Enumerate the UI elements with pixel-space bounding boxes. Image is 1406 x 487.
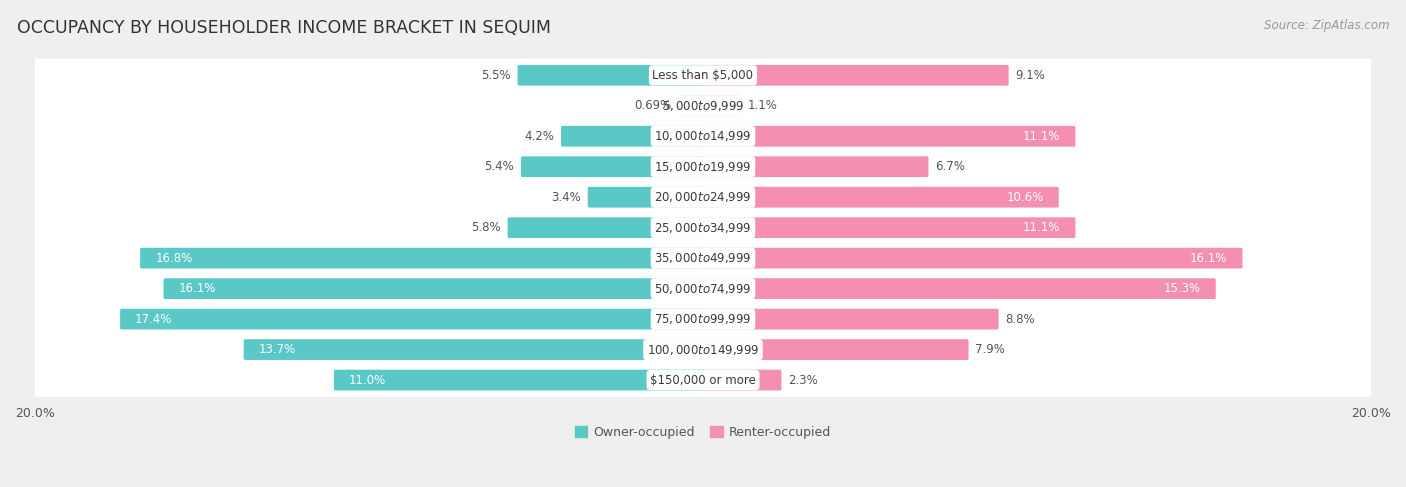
FancyBboxPatch shape (163, 278, 704, 299)
Text: $25,000 to $34,999: $25,000 to $34,999 (654, 221, 752, 235)
FancyBboxPatch shape (702, 217, 1076, 238)
FancyBboxPatch shape (31, 302, 1375, 336)
Text: $10,000 to $14,999: $10,000 to $14,999 (654, 129, 752, 143)
Text: 16.8%: 16.8% (155, 252, 193, 264)
FancyBboxPatch shape (31, 272, 1375, 305)
Text: OCCUPANCY BY HOUSEHOLDER INCOME BRACKET IN SEQUIM: OCCUPANCY BY HOUSEHOLDER INCOME BRACKET … (17, 19, 551, 37)
FancyBboxPatch shape (522, 156, 704, 177)
Text: Source: ZipAtlas.com: Source: ZipAtlas.com (1264, 19, 1389, 33)
Text: 10.6%: 10.6% (1007, 191, 1043, 204)
Text: 15.3%: 15.3% (1164, 282, 1201, 295)
Text: $150,000 or more: $150,000 or more (650, 374, 756, 387)
FancyBboxPatch shape (702, 187, 1059, 207)
FancyBboxPatch shape (561, 126, 704, 147)
FancyBboxPatch shape (31, 363, 1375, 397)
Text: 6.7%: 6.7% (935, 160, 965, 173)
Text: 5.5%: 5.5% (481, 69, 510, 82)
FancyBboxPatch shape (31, 181, 1375, 214)
FancyBboxPatch shape (702, 248, 1243, 268)
Text: 5.8%: 5.8% (471, 221, 501, 234)
Text: $100,000 to $149,999: $100,000 to $149,999 (647, 342, 759, 356)
FancyBboxPatch shape (31, 150, 1375, 184)
Text: 8.8%: 8.8% (1005, 313, 1035, 326)
FancyBboxPatch shape (31, 58, 1375, 92)
Text: 11.1%: 11.1% (1024, 130, 1060, 143)
Text: 11.0%: 11.0% (349, 374, 387, 387)
Text: $5,000 to $9,999: $5,000 to $9,999 (662, 99, 744, 113)
FancyBboxPatch shape (31, 211, 1375, 244)
FancyBboxPatch shape (333, 370, 704, 391)
Text: $15,000 to $19,999: $15,000 to $19,999 (654, 160, 752, 174)
Text: 7.9%: 7.9% (976, 343, 1005, 356)
Text: 3.4%: 3.4% (551, 191, 581, 204)
FancyBboxPatch shape (702, 370, 782, 391)
FancyBboxPatch shape (517, 65, 704, 86)
Text: 9.1%: 9.1% (1015, 69, 1045, 82)
FancyBboxPatch shape (508, 217, 704, 238)
FancyBboxPatch shape (31, 89, 1375, 123)
FancyBboxPatch shape (120, 309, 704, 330)
FancyBboxPatch shape (702, 156, 928, 177)
Text: 4.2%: 4.2% (524, 130, 554, 143)
Text: 2.3%: 2.3% (789, 374, 818, 387)
Text: 13.7%: 13.7% (259, 343, 297, 356)
Text: 16.1%: 16.1% (179, 282, 217, 295)
FancyBboxPatch shape (702, 65, 1008, 86)
FancyBboxPatch shape (702, 339, 969, 360)
Legend: Owner-occupied, Renter-occupied: Owner-occupied, Renter-occupied (569, 421, 837, 444)
FancyBboxPatch shape (31, 242, 1375, 275)
FancyBboxPatch shape (702, 126, 1076, 147)
FancyBboxPatch shape (702, 309, 998, 330)
Text: $35,000 to $49,999: $35,000 to $49,999 (654, 251, 752, 265)
Text: 1.1%: 1.1% (748, 99, 778, 112)
FancyBboxPatch shape (678, 95, 704, 116)
FancyBboxPatch shape (141, 248, 704, 268)
FancyBboxPatch shape (588, 187, 704, 207)
FancyBboxPatch shape (243, 339, 704, 360)
Text: 0.69%: 0.69% (634, 99, 672, 112)
FancyBboxPatch shape (31, 333, 1375, 366)
Text: $50,000 to $74,999: $50,000 to $74,999 (654, 281, 752, 296)
FancyBboxPatch shape (702, 95, 741, 116)
FancyBboxPatch shape (702, 278, 1216, 299)
Text: $75,000 to $99,999: $75,000 to $99,999 (654, 312, 752, 326)
Text: 5.4%: 5.4% (485, 160, 515, 173)
Text: Less than $5,000: Less than $5,000 (652, 69, 754, 82)
Text: 17.4%: 17.4% (135, 313, 173, 326)
Text: $20,000 to $24,999: $20,000 to $24,999 (654, 190, 752, 204)
Text: 16.1%: 16.1% (1189, 252, 1227, 264)
Text: 11.1%: 11.1% (1024, 221, 1060, 234)
FancyBboxPatch shape (31, 119, 1375, 153)
